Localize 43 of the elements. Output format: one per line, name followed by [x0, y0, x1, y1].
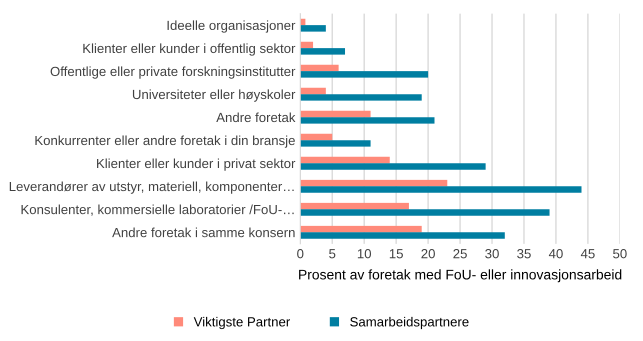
x-tick-label: 30 — [485, 249, 499, 258]
bar — [300, 110, 371, 118]
bar — [300, 163, 486, 170]
y-tick-label: Klienter eller kunder i privat sektor — [97, 158, 296, 171]
bar — [300, 42, 314, 48]
y-tick-label: Andre foretak i samme konsern — [112, 228, 295, 238]
x-tick-label: 25 — [453, 249, 467, 258]
bar — [300, 209, 550, 216]
bar — [300, 94, 422, 101]
y-tick-label: Klienter eller kunder i offentlig sektor — [83, 43, 296, 56]
y-tick-label: Offentlige eller private forskningsinstitutter — [50, 66, 296, 79]
bar — [300, 64, 339, 72]
x-axis-title: Prosent av foretak med FoU- eller innovasjonsarbeid — [299, 269, 622, 282]
bar — [300, 202, 409, 210]
x-tick-label: 0 — [297, 249, 304, 258]
bar — [300, 180, 448, 186]
x-tick-label: 50 — [613, 249, 627, 258]
y-tick-label: Konsulenter, kommersielle laboratorier /FoU-… — [22, 204, 294, 216]
legend-label: Samarbeidspartnere — [350, 316, 469, 330]
y-tick-label: Andre foretak — [216, 112, 296, 122]
x-tick-label: 45 — [580, 249, 595, 258]
bar — [300, 48, 346, 55]
bar — [300, 140, 371, 147]
bar — [300, 186, 582, 193]
bar — [300, 226, 422, 232]
bar — [300, 71, 428, 78]
x-tick-label: 35 — [517, 249, 531, 258]
bar — [300, 88, 326, 94]
x-tick-label: 15 — [390, 249, 403, 258]
bar — [300, 156, 390, 164]
x-tick-label: 20 — [421, 249, 435, 258]
y-tick-label: Konkurrenter eller andre foretak i din bransje — [35, 135, 295, 148]
bar — [300, 134, 332, 140]
bar — [300, 25, 326, 32]
x-tick-label: 10 — [358, 249, 372, 258]
bar — [300, 232, 505, 239]
y-tick-label: Leverandører av utstyr, materiell, komponenter… — [10, 181, 294, 194]
bar — [300, 117, 434, 124]
legend-label: Viktigste Partner — [194, 316, 290, 330]
x-tick-label: 5 — [329, 249, 336, 258]
y-tick-label: Ideelle organisasjoner — [168, 20, 296, 33]
y-tick-label: Universiteter eller høyskoler — [132, 89, 296, 102]
x-tick-label: 40 — [548, 249, 563, 258]
